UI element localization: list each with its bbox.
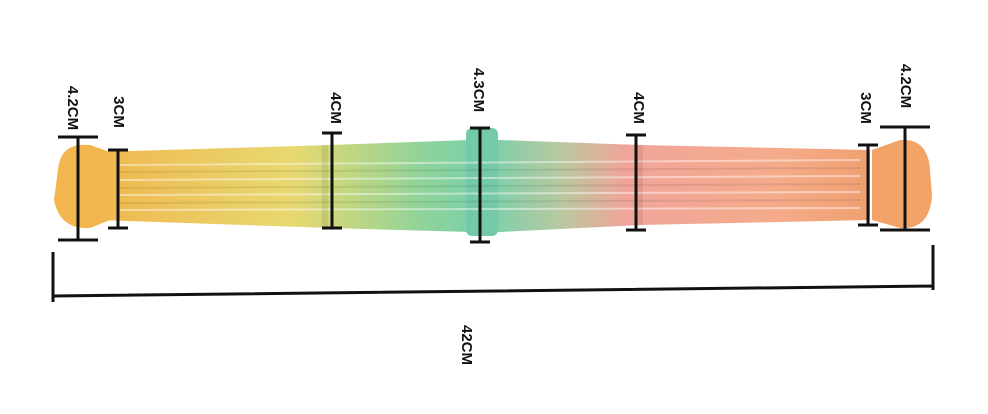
- dimension-label: 3CM: [857, 92, 874, 124]
- dimension-label: 4CM: [327, 92, 344, 124]
- ring: [466, 128, 498, 236]
- dimension-label: 4CM: [630, 92, 647, 124]
- product: [54, 128, 932, 236]
- dimension-lines: [51, 125, 935, 302]
- labels: 4.2CM 3CM 4CM 4.3CM 4CM 3CM 4.2CM 42CM: [64, 64, 914, 365]
- dimension-label: 4.3CM: [470, 68, 487, 112]
- total-length-label: 42CM: [458, 325, 475, 365]
- dimension-label: 4.2CM: [64, 86, 81, 130]
- dimension-label: 3CM: [110, 96, 127, 128]
- dimension-label: 4.2CM: [897, 64, 914, 108]
